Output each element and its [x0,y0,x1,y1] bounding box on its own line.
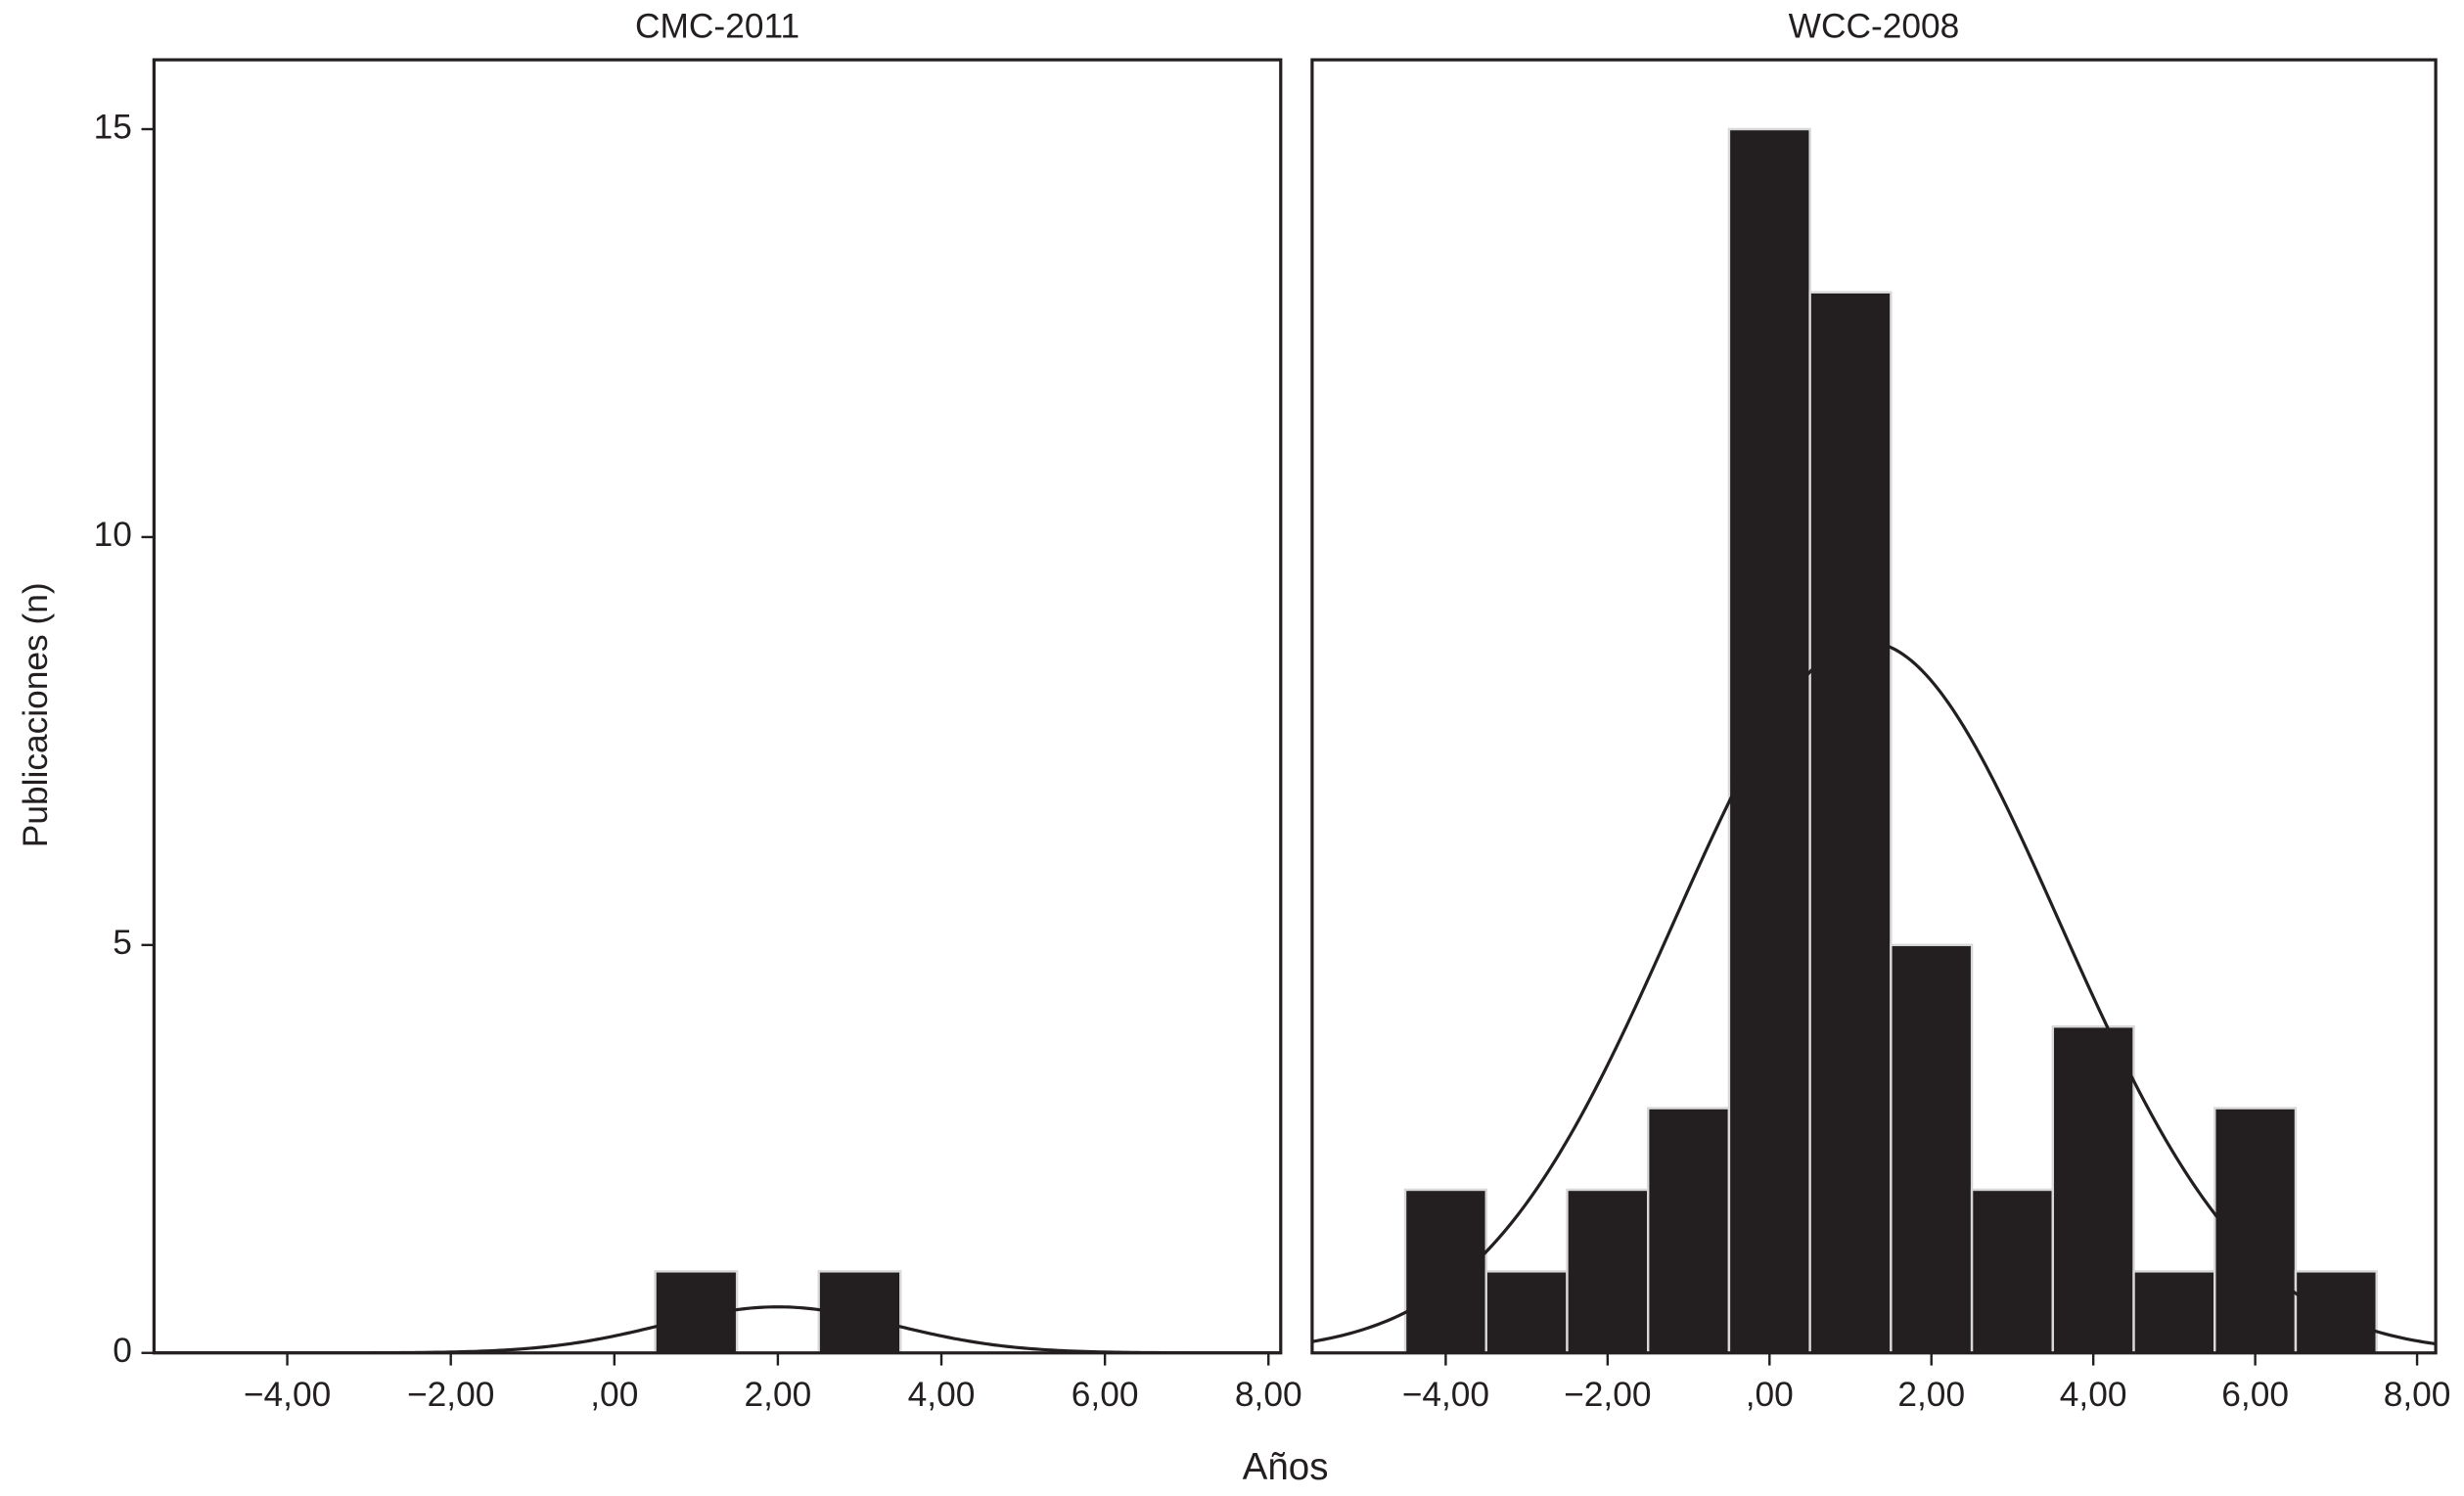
x-tick-label: −2,00 [407,1376,494,1414]
bar [1566,1188,1650,1354]
y-tick-label: 5 [113,924,132,962]
x-tick-label: 8,00 [1235,1376,1302,1414]
bar [2132,1270,2216,1354]
x-axis-label: Años [1243,1446,1329,1488]
y-tick-label: 10 [94,516,132,554]
x-tick-label: 4,00 [908,1376,976,1414]
x-tick-label: 6,00 [2221,1376,2289,1414]
bar [1646,1107,1731,1354]
x-tick-label: ,00 [590,1376,638,1414]
x-tick-label: 8,00 [2384,1376,2451,1414]
x-tick-label: 4,00 [2060,1376,2127,1414]
x-tick-label: 6,00 [1072,1376,1139,1414]
plot-frame [1310,58,2438,1355]
x-tick-label: −2,00 [1564,1376,1651,1414]
y-axis-label: Publicaciones (n) [17,582,55,847]
bar [2051,1025,2135,1354]
bar [1970,1188,2055,1354]
bar [1727,127,1811,1354]
bar [1808,291,1893,1354]
bar [1890,943,1974,1354]
y-tick-label: 15 [94,108,132,146]
plot-frame [152,58,1283,1355]
x-tick-label: 2,00 [1897,1376,1965,1414]
panel-title: WCC-2008 [1789,7,1960,45]
x-tick-label: ,00 [1746,1376,1794,1414]
x-tick-label: −4,00 [244,1376,331,1414]
x-tick-label: −4,00 [1402,1376,1489,1414]
bar [2294,1270,2378,1354]
bar [1403,1188,1487,1354]
y-tick-label: 0 [113,1332,132,1370]
panel-title: CMC-2011 [635,7,799,45]
x-tick-label: 2,00 [745,1376,812,1414]
bar [1484,1270,1569,1354]
normal-curve [1311,640,2437,1346]
